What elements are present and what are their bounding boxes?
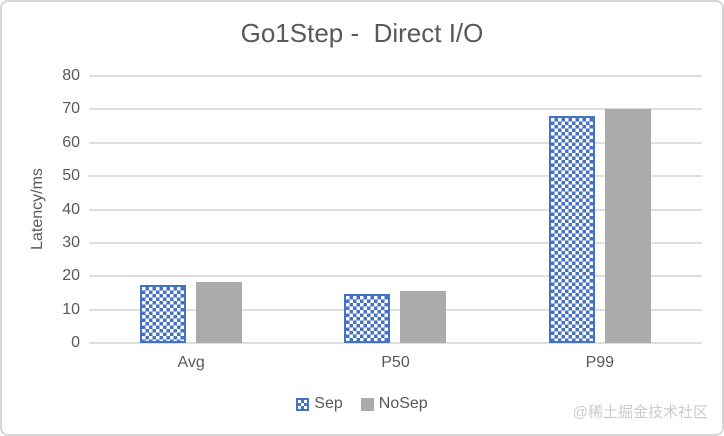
y-tick-0: 0: [71, 334, 80, 351]
legend-item-nosep: NoSep: [360, 395, 428, 413]
x-axis-labels: Avg P50 P99: [89, 354, 702, 372]
gridline-70: [89, 108, 702, 111]
gridline-20: [89, 275, 702, 278]
x-label-p99: P99: [585, 354, 615, 371]
legend-label-sep: Sep: [314, 395, 343, 412]
y-tick-30: 30: [62, 233, 80, 251]
bar-nosep-p50: [400, 290, 447, 343]
y-tick-70: 70: [62, 100, 80, 118]
plot-area: [89, 75, 702, 344]
gridline-40: [89, 208, 702, 211]
gridline-50: [89, 175, 702, 178]
bar-group-avg: [89, 76, 293, 343]
bar-sep-p99: [548, 116, 595, 343]
x-label-avg: Avg: [177, 354, 205, 371]
bar-nosep-p99: [604, 109, 651, 343]
y-tick-20: 20: [62, 267, 80, 285]
gridline-60: [89, 141, 702, 144]
bar-sep-p50: [344, 293, 391, 343]
y-tick-40: 40: [62, 200, 80, 218]
gridline-30: [89, 241, 702, 244]
y-tick-50: 50: [62, 167, 80, 185]
legend: Sep NoSep: [2, 395, 722, 413]
legend-marker-sep: [296, 397, 310, 411]
bar-group-p99: [498, 76, 702, 343]
x-label-p50: P50: [381, 354, 410, 371]
legend-item-sep: Sep: [296, 395, 343, 413]
chart-title: Go1Step - Direct I/O: [240, 18, 484, 48]
y-tick-60: 60: [62, 133, 80, 151]
gridline-0: [89, 342, 702, 344]
gridline-10: [89, 308, 702, 311]
legend-marker-nosep: [360, 397, 374, 411]
y-axis-ticks: 0 10 20 30 40 50 60 70 80: [2, 67, 80, 351]
gridline-80: [89, 75, 702, 77]
bars-container: [89, 76, 702, 343]
y-tick-10: 10: [62, 300, 80, 318]
bar-group-p50: [293, 76, 497, 343]
legend-label-nosep: NoSep: [378, 395, 428, 412]
y-tick-80: 80: [62, 67, 80, 84]
bar-nosep-avg: [196, 282, 243, 343]
bar-sep-avg: [140, 284, 187, 343]
watermark: @稀土掘金技术社区: [572, 404, 708, 421]
